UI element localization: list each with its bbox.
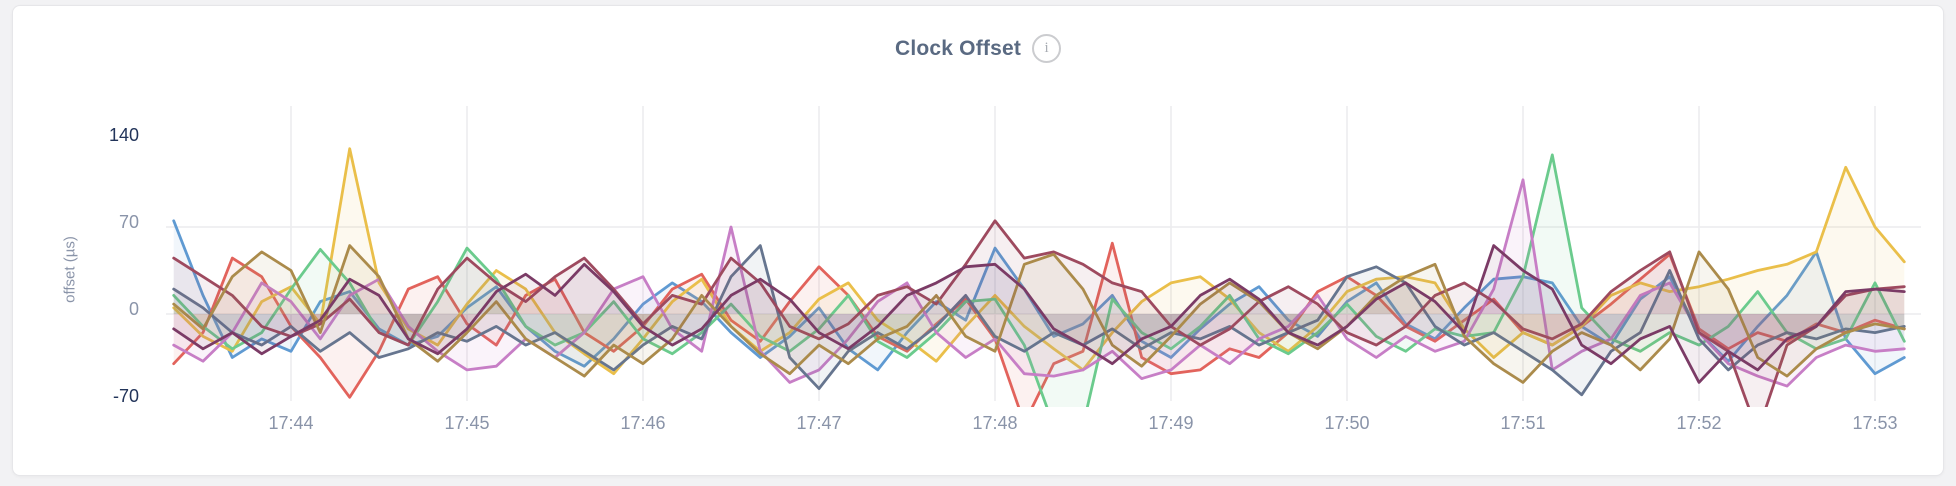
series-line-green[interactable] [172, 153, 1906, 407]
x-axis-tick-label: 17:52 [1676, 413, 1722, 433]
series-line-red[interactable] [172, 241, 1906, 407]
series-area-gold [173, 148, 1905, 374]
x-axis-tick-label: 17:53 [1852, 413, 1898, 433]
x-axis-tick-label: 17:51 [1500, 413, 1546, 433]
series-line-gold[interactable] [172, 147, 1906, 376]
series-line-plum[interactable] [172, 244, 1906, 384]
x-axis-tick-label: 17:46 [620, 413, 666, 433]
page-title: Clock Offset [894, 36, 1022, 60]
y-axis-tick-label: 140 [108, 125, 139, 145]
series-area-plum [173, 245, 1905, 383]
clock-offset-chart[interactable] [166, 106, 1921, 407]
y-axis-tick-label: -70 [112, 386, 139, 406]
series-area-maroon [173, 220, 1905, 407]
series-area-slate [173, 245, 1905, 395]
series-area-olive [173, 245, 1905, 383]
chart-card: Clock Offset i offset (µs) 140 70 0 -70 17:… [12, 5, 1944, 476]
x-axis-tick-label: 17:50 [1324, 413, 1370, 433]
x-axis-tick-label: 17:49 [1148, 413, 1194, 433]
info-icon[interactable]: i [1032, 34, 1062, 63]
x-axis-tick-label: 17:44 [268, 413, 314, 433]
series-area-blue [173, 220, 1905, 374]
series-line-olive[interactable] [172, 244, 1906, 384]
x-axis-tick-label: 17:48 [972, 413, 1018, 433]
x-axis-tick-label: 17:45 [444, 413, 490, 433]
series-line-maroon[interactable] [172, 219, 1906, 407]
y-axis-tick-label: 0 [128, 299, 139, 319]
series-area-red [173, 243, 1905, 407]
x-axis-tick-label: 17:47 [796, 413, 842, 433]
series-line-orchid[interactable] [172, 178, 1906, 388]
series-area-orchid [173, 179, 1905, 387]
chart-header: Clock Offset i [13, 34, 1943, 63]
series-area-green [173, 154, 1905, 407]
y-axis-tick-label: 70 [118, 212, 139, 232]
